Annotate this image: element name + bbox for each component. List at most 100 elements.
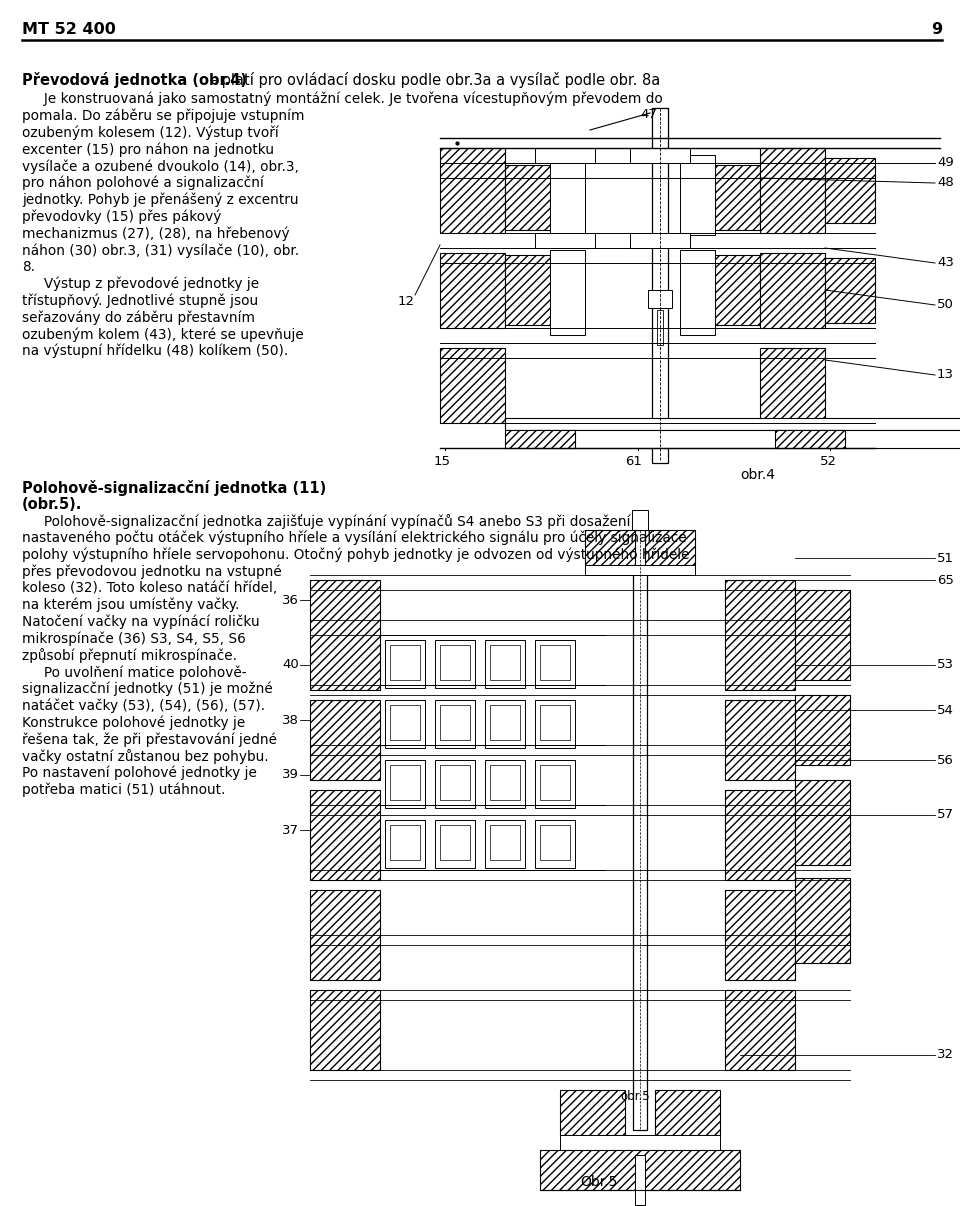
Bar — [535, 820, 575, 868]
Bar — [310, 790, 380, 880]
Bar — [725, 890, 795, 980]
Text: 13: 13 — [937, 369, 954, 381]
Bar — [560, 1090, 625, 1135]
Text: Konstrukce polohové jednotky je: Konstrukce polohové jednotky je — [22, 715, 245, 730]
Text: pro náhon polohové a signalizacční: pro náhon polohové a signalizacční — [22, 176, 264, 191]
Text: 15: 15 — [434, 455, 451, 468]
Bar — [310, 699, 380, 780]
Text: způsobí přepnutí mikrospínače.: způsobí přepnutí mikrospínače. — [22, 649, 237, 663]
Bar — [535, 431, 960, 447]
Bar — [385, 699, 425, 748]
Text: (obr.5).: (obr.5). — [22, 497, 83, 513]
Text: na výstupní hřídelku (48) kolíkem (50).: na výstupní hřídelku (48) kolíkem (50). — [22, 344, 288, 358]
Text: MT 52 400: MT 52 400 — [22, 22, 116, 37]
Text: Natočení vačky na vypínácí roličku: Natočení vačky na vypínácí roličku — [22, 615, 259, 630]
Text: převodovky (15) přes pákový: převodovky (15) přes pákový — [22, 210, 222, 224]
Bar — [795, 590, 850, 680]
Bar — [385, 760, 425, 808]
Bar — [435, 820, 475, 868]
Bar — [795, 695, 850, 765]
Bar — [535, 148, 595, 163]
Text: polohy výstupního hříele servopohonu. Otočný pohyb jednotky je odvozen od výstup: polohy výstupního hříele servopohonu. Ot… — [22, 548, 689, 562]
Text: 40: 40 — [282, 658, 299, 672]
Bar — [440, 825, 470, 860]
Bar — [310, 890, 380, 980]
Bar — [550, 250, 585, 335]
Text: jednotky. Pohyb je přenášený z excentru: jednotky. Pohyb je přenášený z excentru — [22, 193, 299, 207]
Text: 61: 61 — [625, 455, 642, 468]
Bar — [440, 148, 505, 233]
Text: 56: 56 — [937, 754, 954, 767]
Text: Polohově-signalizacční jednotka zajišťuje vypínání vypínačů S4 anebo S3 při dosa: Polohově-signalizacční jednotka zajišťuj… — [22, 514, 631, 529]
Bar — [680, 156, 715, 235]
Bar — [440, 253, 505, 328]
Bar — [490, 765, 520, 800]
Bar — [505, 254, 550, 324]
Text: Polohově-signalizacční jednotka (11): Polohově-signalizacční jednotka (11) — [22, 480, 326, 496]
Text: seřazovány do záběru přestavním: seřazovány do záběru přestavním — [22, 310, 255, 324]
Bar — [505, 165, 550, 230]
Bar — [630, 233, 690, 248]
Text: Po uvolňení matice polohově-: Po uvolňení matice polohově- — [22, 666, 247, 680]
Bar — [440, 765, 470, 800]
Bar — [540, 825, 570, 860]
Bar — [633, 529, 647, 1130]
Text: 47: 47 — [640, 109, 657, 121]
Bar — [440, 645, 470, 680]
Text: mikrospínače (36) S3, S4, S5, S6: mikrospínače (36) S3, S4, S5, S6 — [22, 632, 246, 646]
Text: Výstup z převodové jednotky je: Výstup z převodové jednotky je — [22, 277, 259, 292]
Text: na kterém jsou umístěny vačky.: na kterém jsou umístěny vačky. — [22, 598, 239, 613]
Text: 12: 12 — [398, 295, 415, 308]
Bar — [505, 431, 575, 447]
Text: 32: 32 — [937, 1048, 954, 1061]
Text: řešena tak, že při přestavování jedné: řešena tak, že při přestavování jedné — [22, 732, 277, 747]
Bar — [630, 148, 690, 163]
Bar — [632, 510, 648, 529]
Bar — [585, 529, 635, 564]
Text: 36: 36 — [282, 593, 299, 607]
Bar — [310, 990, 380, 1070]
Bar — [560, 1135, 720, 1151]
Text: 8.: 8. — [22, 260, 35, 274]
Bar — [490, 706, 520, 740]
Bar — [390, 825, 420, 860]
Bar — [655, 1090, 720, 1135]
Text: ozubeným kolem (43), které se upevňuje: ozubeným kolem (43), které se upevňuje — [22, 327, 303, 341]
Bar — [390, 706, 420, 740]
Bar — [760, 349, 825, 423]
Bar — [310, 580, 380, 690]
Bar — [435, 699, 475, 748]
Text: 9: 9 — [931, 22, 942, 37]
Text: 53: 53 — [937, 658, 954, 672]
Text: 39: 39 — [282, 768, 299, 781]
Bar — [657, 310, 663, 345]
Bar — [435, 640, 475, 687]
Bar — [540, 645, 570, 680]
Text: excenter (15) pro náhon na jednotku: excenter (15) pro náhon na jednotku — [22, 142, 274, 157]
Bar — [390, 765, 420, 800]
Bar — [535, 699, 575, 748]
Bar — [775, 431, 845, 447]
Text: natáčet vačky (53), (54), (56), (57).: natáčet vačky (53), (54), (56), (57). — [22, 698, 265, 713]
Bar — [440, 349, 505, 423]
Text: náhon (30) obr.3, (31) vysílače (10), obr.: náhon (30) obr.3, (31) vysílače (10), ob… — [22, 244, 300, 258]
Bar — [680, 250, 715, 335]
Text: pomala. Do záběru se připojuje vstupním: pomala. Do záběru se připojuje vstupním — [22, 109, 304, 123]
Bar — [725, 990, 795, 1070]
Bar — [725, 699, 795, 780]
Bar — [795, 780, 850, 865]
Text: 37: 37 — [282, 824, 299, 837]
Text: ozubeným kolesem (12). Výstup tvoří: ozubeným kolesem (12). Výstup tvoří — [22, 125, 278, 140]
Text: – platí pro ovládací dosku podle obr.3a a vysílač podle obr. 8a: – platí pro ovládací dosku podle obr.3a … — [205, 72, 660, 88]
Bar — [485, 640, 525, 687]
Bar — [535, 640, 575, 687]
Bar — [715, 254, 760, 324]
Bar — [825, 258, 875, 323]
Text: 51: 51 — [937, 551, 954, 564]
Text: třístupňový. Jednotlivé stupně jsou: třístupňový. Jednotlivé stupně jsou — [22, 293, 258, 308]
Bar — [635, 1155, 645, 1205]
Bar — [485, 820, 525, 868]
Bar — [725, 580, 795, 690]
Text: 49: 49 — [937, 157, 953, 170]
Bar — [652, 109, 668, 137]
